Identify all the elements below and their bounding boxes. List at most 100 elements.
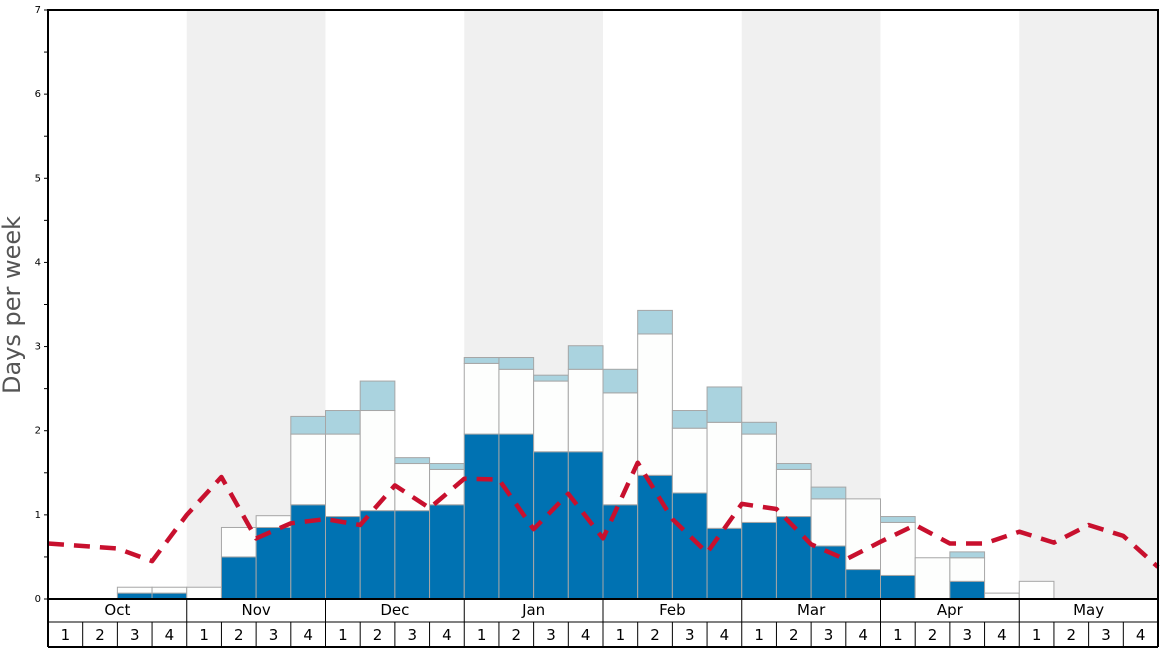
bar-segment-light [567,345,604,370]
y-tick-label: 0 [35,594,41,605]
week-label: 4 [303,626,313,644]
bar-segment-light [290,415,326,435]
bar-segment-light [429,463,465,470]
week-label: 2 [95,626,105,644]
week-label: 4 [1136,626,1146,644]
week-label: 2 [650,626,660,644]
week-label: 3 [546,626,556,644]
bar-segment-light [637,309,673,335]
week-label: 4 [581,626,591,644]
bar-segment-white [533,380,569,453]
week-label: 3 [824,626,834,644]
week-label: 2 [234,626,244,644]
week-label: 2 [373,626,383,644]
week-label: 1 [1032,626,1042,644]
axes [44,9,1159,648]
bar-segment-dark [463,433,500,600]
bar-segment-white [186,586,222,600]
bar-segment-white [1018,580,1055,600]
bar-segment-dark [741,521,777,600]
week-label: 2 [512,626,522,644]
week-label: 2 [1067,626,1077,644]
bar-segment-light [498,357,535,370]
trend-line-group [47,460,1160,569]
bar-segment-white [498,368,535,435]
bar-segment-light [949,551,986,559]
bar-segment-dark [845,569,881,600]
bar-segment-white [325,433,361,518]
week-label: 4 [720,626,730,644]
month-band [1019,10,1158,599]
bar-segment-light [602,368,639,394]
bar-segment-white [220,526,257,558]
bar-segment-dark [880,574,916,600]
week-label: 3 [269,626,279,644]
week-label: 1 [893,626,903,644]
bar-segment-white [706,421,743,529]
week-label: 3 [407,626,417,644]
y-tick-label: 1 [35,510,41,521]
bar-segment-light [671,410,708,429]
week-label: 4 [442,626,452,644]
week-label: 4 [997,626,1007,644]
trend-line [47,460,1160,569]
week-label: 3 [962,626,972,644]
bar-segment-white [151,586,188,594]
bar-segment-light [741,421,777,435]
bars [116,309,1055,600]
week-label: 4 [165,626,175,644]
bar-segment-dark [359,510,396,600]
week-label: 3 [130,626,140,644]
month-bands [186,10,1158,599]
month-label: Mar [797,601,826,619]
week-label: 2 [789,626,799,644]
week-label: 4 [858,626,868,644]
y-tick-label: 6 [35,89,41,100]
bar-segment-light [463,357,500,364]
week-label: 1 [616,626,626,644]
week-label: 1 [477,626,487,644]
bar-segment-light [359,380,396,412]
bar-segment-dark [429,504,465,600]
week-label: 1 [61,626,71,644]
bar-segment-dark [637,474,673,600]
bar-segment-dark [949,580,986,600]
bar-segment-white [463,362,500,435]
week-label: 3 [1101,626,1111,644]
y-tick-label: 3 [35,342,41,353]
y-tick-label: 2 [35,426,41,437]
month-label: Oct [104,601,130,619]
week-label: 1 [338,626,348,644]
week-label: 2 [928,626,938,644]
bar-segment-white [775,468,812,518]
week-label: 3 [685,626,695,644]
bar-segment-white [602,392,639,506]
month-label: Feb [659,601,686,619]
axis-labels: 0 1 2 3 4 5 6 7 Oct Nov Dec Jan Feb Mar Apr May 1 2 3 4 1 2 3 4… [35,5,1146,644]
bar-segment-white [429,468,465,506]
bar-segment-light [325,410,361,435]
y-tick-label: 5 [35,173,41,184]
bar-segment-dark [394,510,431,600]
week-label: 1 [199,626,209,644]
bar-segment-dark [220,556,257,600]
bar-segment-light [880,516,916,523]
bar-segment-dark [498,433,535,600]
month-label: Dec [380,601,409,619]
bar-segment-white [914,557,951,600]
y-axis-label: Days per week [0,216,26,394]
bar-segment-white [880,521,916,576]
bar-segment-dark [325,516,361,600]
bar-segment-dark [602,504,639,600]
month-label: May [1073,601,1104,619]
bar-segment-white [810,498,847,547]
bar-segment-light [706,386,743,423]
bar-segment-white [949,557,986,582]
bar-segment-light [775,463,812,470]
bar-segment-white [637,333,673,476]
bar-segment-dark [567,451,604,600]
y-tick-label: 7 [35,5,41,16]
bar-segment-light [810,486,847,500]
month-label: Nov [241,601,270,619]
